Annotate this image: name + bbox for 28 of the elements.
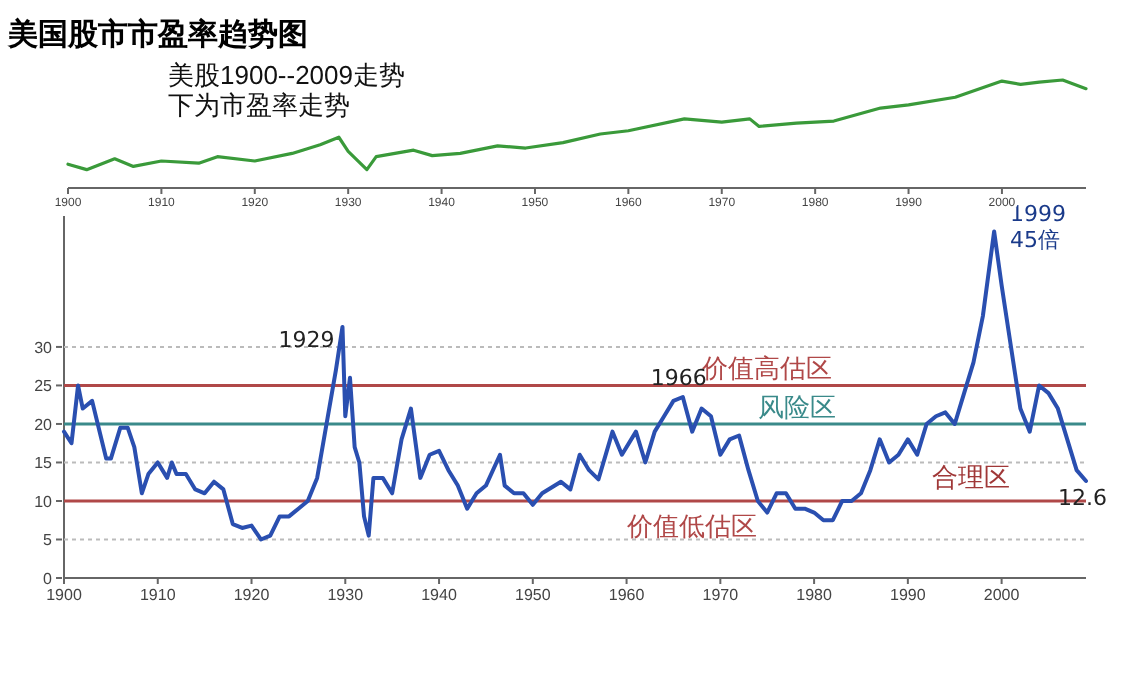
- x-tick-label: 1970: [702, 586, 740, 604]
- x-tick-label: 1930: [327, 586, 365, 604]
- y-tick-label: 25: [34, 377, 54, 396]
- chart-title: 美国股市市盈率趋势图: [6, 16, 308, 52]
- annotation: 美股1900--2009走势: [168, 60, 405, 90]
- annotation: 12.6: [1058, 484, 1107, 511]
- annotation: 下为市盈率走势: [168, 90, 350, 120]
- y-tick-label: 20: [34, 415, 54, 434]
- x-tick-label: 1990: [890, 586, 927, 604]
- y-tick-label: 0: [43, 570, 54, 588]
- y-tick-label: 5: [43, 531, 54, 550]
- ref-line-label: 价值低估区: [624, 510, 757, 541]
- x-tick-label: 1960: [608, 586, 646, 604]
- x-tick-label: 1910: [139, 586, 177, 604]
- annotation: 合理区: [932, 461, 1010, 492]
- x-tick-label: 1900: [46, 586, 83, 604]
- y-tick-label: 10: [34, 492, 54, 511]
- x-tick-label: 1950: [515, 586, 552, 604]
- x-tick-label: 1920: [233, 586, 271, 604]
- y-tick-label: 15: [34, 454, 54, 473]
- ref-line-label: 风险区: [757, 391, 836, 422]
- x-tick-label: 2000: [983, 586, 1021, 604]
- annotation: 45倍: [1010, 227, 1061, 254]
- x-tick-label: 1980: [796, 586, 833, 604]
- y-tick-label: 30: [34, 338, 54, 357]
- annotation: 1929: [278, 326, 335, 353]
- x-tick-label: 1940: [421, 586, 458, 604]
- annotation: 1999: [1010, 201, 1067, 228]
